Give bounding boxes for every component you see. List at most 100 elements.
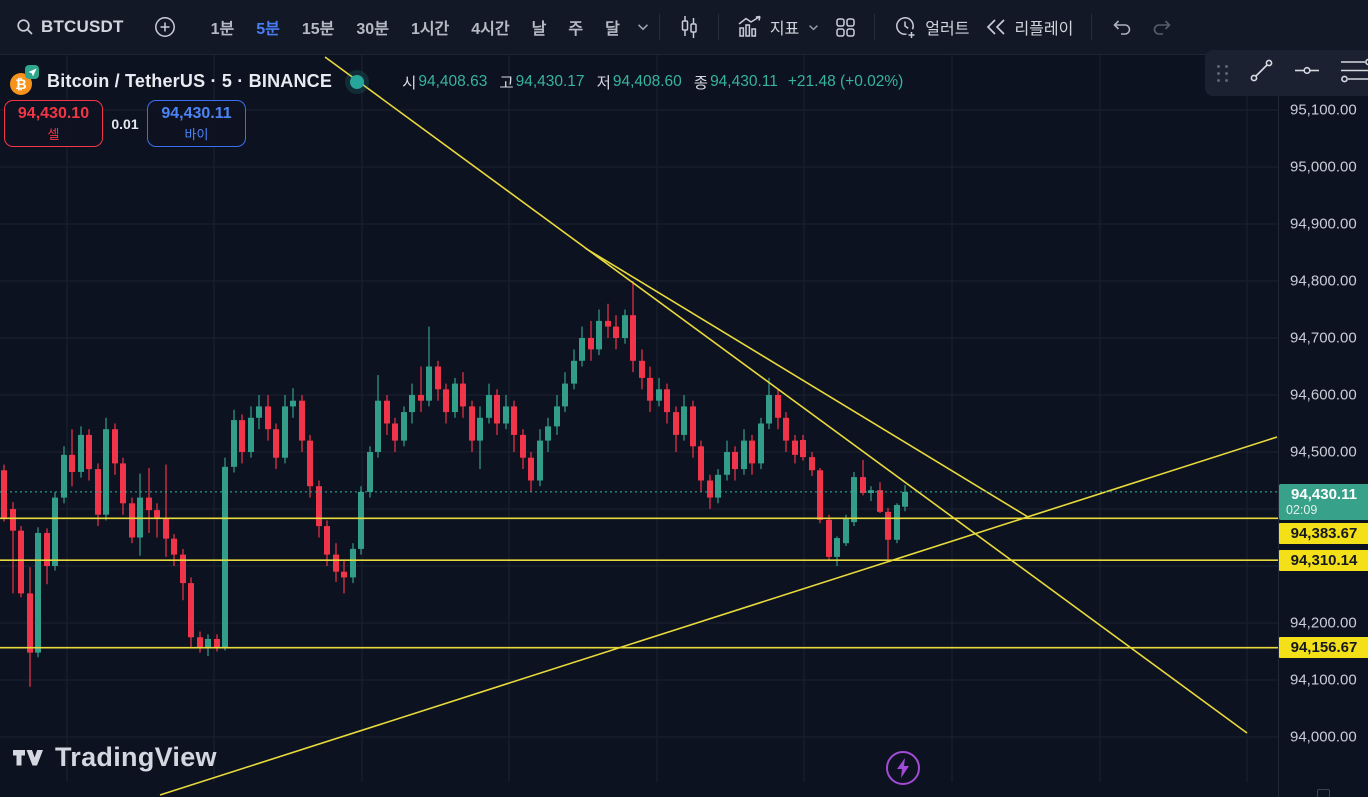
interval-1d[interactable]: 날 [531, 21, 547, 38]
candle-body [885, 511, 891, 540]
indicators-chevron-down-icon [808, 24, 819, 31]
candle-body [239, 420, 245, 452]
sell-label: 셀 [47, 126, 60, 142]
horizontal-line-tool-button[interactable] [1284, 52, 1330, 94]
buy-button[interactable]: 94,430.11 바이 [147, 100, 246, 147]
current-price-label[interactable]: 94,430.11 02:09 [1279, 483, 1368, 520]
candle-body [409, 395, 415, 413]
indicators-button[interactable]: 지표 [729, 9, 827, 45]
lightning-bolt-icon [897, 758, 909, 778]
interval-5m[interactable]: 5분 [256, 21, 280, 38]
interval-1m[interactable]: 1분 [210, 21, 235, 38]
candle-body [367, 452, 373, 492]
ascending-trendline[interactable] [159, 436, 1278, 796]
candle-body [877, 490, 883, 512]
replay-label: 리플레이 [1014, 21, 1074, 38]
ohlc-values: 시 94,408.63 고 94,430.17 저 94,408.60 종 94,430… [390, 71, 903, 93]
candle-body [673, 412, 679, 435]
candle-body [231, 420, 237, 467]
candlestick-style-icon [678, 15, 700, 39]
parallel-lines-tool-button[interactable] [1330, 52, 1368, 95]
high-label: 고 [499, 74, 514, 92]
candle-body [358, 491, 364, 549]
redo-button[interactable] [1142, 11, 1182, 43]
candle-body [265, 406, 271, 430]
candle-body [630, 315, 636, 361]
level-price-label[interactable]: 94,310.14 [1279, 549, 1368, 571]
candle-body [817, 470, 823, 520]
candle-body [834, 538, 840, 557]
interval-30m[interactable]: 30분 [356, 21, 389, 38]
send-badge-icon [25, 65, 39, 79]
indicators-label: 지표 [769, 21, 800, 38]
low-value: 94,408.60 [612, 72, 682, 90]
candle-body [511, 406, 517, 435]
candle-body [698, 446, 704, 481]
candle-body [180, 554, 186, 584]
candle-body [477, 417, 483, 441]
interval-1h[interactable]: 1시간 [410, 21, 450, 38]
candle-body [299, 400, 305, 441]
search-icon [16, 18, 34, 36]
alert-button[interactable]: 얼러트 [885, 9, 977, 46]
candle-body [647, 377, 653, 401]
candle-body [435, 366, 441, 390]
interval-15m[interactable]: 15분 [301, 21, 335, 38]
interval-1w[interactable]: 주 [568, 21, 584, 38]
candle-body [749, 440, 755, 464]
candle-body [61, 454, 67, 498]
candle-body [418, 395, 424, 401]
layout-button[interactable] [827, 11, 864, 44]
price-axis[interactable]: 95,100.00 95,000.00 94,900.00 94,800.00 94,7… [1278, 55, 1368, 797]
candle-body [528, 457, 534, 481]
high-value: 94,430.17 [515, 72, 585, 90]
axis-settings-icon[interactable] [1317, 789, 1330, 797]
candle-body [163, 517, 169, 539]
candle-body [214, 638, 220, 649]
interval-chevron-down-icon[interactable] [637, 18, 649, 36]
tradingview-logo[interactable]: TradingView [12, 742, 217, 773]
compare-add-button[interactable] [146, 10, 184, 44]
drag-handle-icon[interactable] [1217, 64, 1229, 82]
candle-body [639, 360, 645, 378]
close-value: 94,430.11 [710, 72, 778, 90]
candle-body [715, 474, 721, 498]
candle-body [129, 503, 135, 538]
candle-body [503, 406, 509, 424]
price-tick-label: 95,100.00 [1290, 101, 1357, 119]
candle-body [69, 454, 75, 472]
candle-body [205, 638, 211, 648]
low-label: 저 [596, 74, 611, 92]
level-price-label[interactable]: 94,156.67 [1279, 637, 1368, 659]
tradingview-mark-icon [13, 749, 43, 765]
descending-trendline-steep[interactable] [324, 56, 1248, 734]
candle-body [622, 315, 628, 338]
candle-body [545, 426, 551, 441]
replay-button[interactable]: 리플레이 [977, 9, 1081, 45]
chart-style-button[interactable] [670, 9, 708, 45]
descending-trendline-shallow[interactable] [584, 247, 1029, 518]
instant-order-button[interactable] [886, 751, 920, 785]
candle-body [392, 423, 398, 441]
interval-4h[interactable]: 4시간 [471, 21, 510, 38]
level-price-label[interactable]: 94,383.67 [1279, 522, 1368, 544]
candle-body [324, 526, 330, 555]
undo-button[interactable] [1102, 11, 1142, 43]
sell-button[interactable]: 94,430.10 셀 [4, 100, 103, 147]
candle-body [732, 452, 738, 470]
candle-body [256, 406, 262, 418]
market-status-dot[interactable] [350, 74, 365, 89]
candle-body [154, 510, 160, 518]
candle-body [605, 320, 611, 327]
candle-body [894, 505, 900, 540]
bar-countdown: 02:09 [1286, 502, 1318, 517]
candle-body [188, 583, 194, 638]
candle-body [146, 497, 152, 511]
alert-label: 얼러트 [925, 21, 970, 38]
symbol-title[interactable]: Bitcoin / TetherUS · 5 · BINANCE [47, 71, 333, 91]
symbol-search-button[interactable]: BTCUSDT [8, 11, 132, 43]
interval-1mo[interactable]: 달 [605, 21, 620, 38]
trendline-tool-button[interactable] [1239, 52, 1284, 94]
candle-body [112, 429, 118, 464]
